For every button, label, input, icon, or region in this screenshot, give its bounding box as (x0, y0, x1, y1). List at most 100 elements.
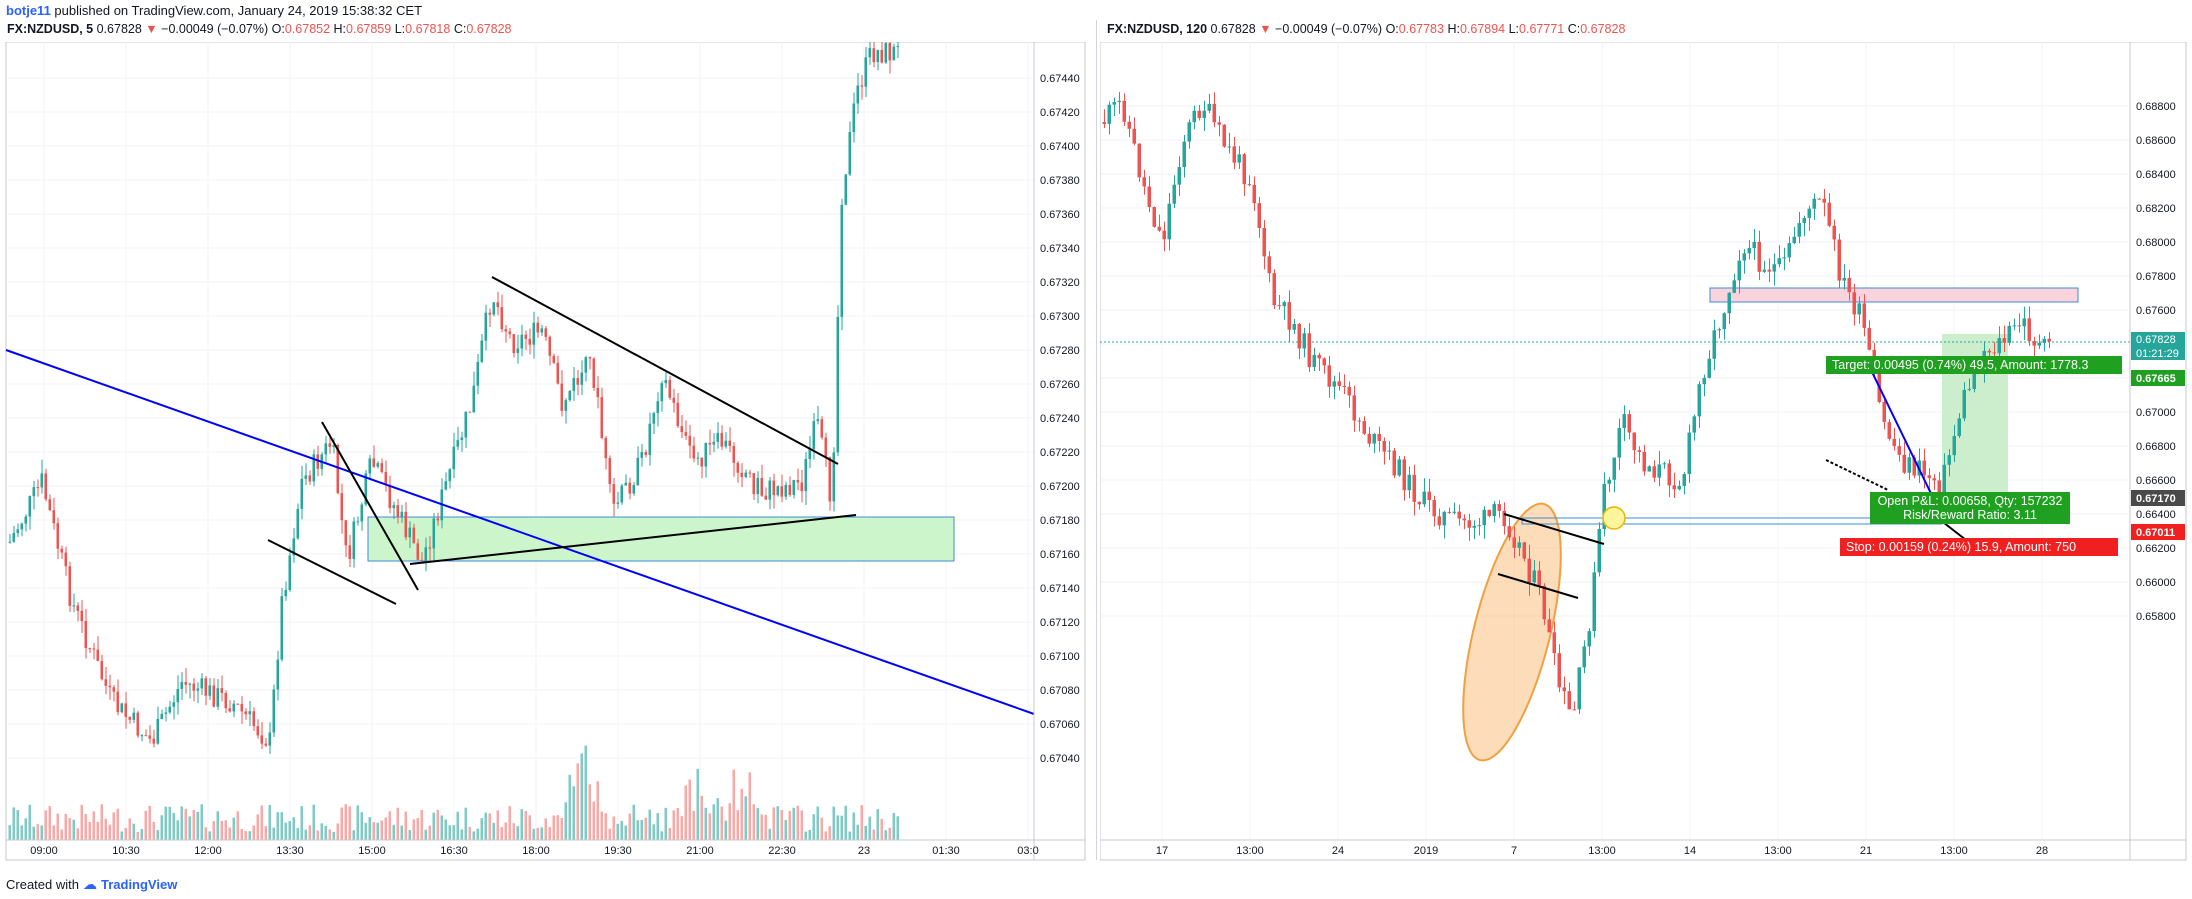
candle-body (792, 480, 795, 495)
volume-bar (620, 820, 623, 840)
footer: Created with ☁ TradingView (6, 876, 177, 893)
volume-bar (764, 814, 767, 840)
price-tick: 0.68400 (2136, 169, 2176, 181)
candle-body (184, 681, 187, 685)
symbol-label[interactable]: FX:NZDUSD, 120 (1107, 22, 1208, 36)
volume-bar (100, 804, 103, 840)
steep-trendline[interactable] (321, 421, 419, 591)
candle-body (1282, 302, 1286, 307)
time-tick: 12:00 (194, 845, 222, 857)
candle-body (1132, 128, 1136, 144)
volume-bar (292, 817, 295, 840)
entry-marker[interactable] (1602, 506, 1626, 530)
candle-body (224, 692, 227, 709)
candle-body (836, 316, 839, 453)
volume-bar (316, 830, 319, 840)
svg-text:0.67828: 0.67828 (2136, 334, 2176, 346)
candle-body (1382, 440, 1386, 452)
price-tick: 0.68000 (2136, 237, 2176, 249)
demand-zone[interactable] (367, 516, 955, 562)
candle-body (1702, 377, 1706, 385)
candle-body (1597, 528, 1601, 573)
candle-body (140, 735, 143, 737)
stop-label[interactable]: Stop: 0.00159 (0.24%) 15.9, Amount: 750 (1840, 538, 2118, 556)
candle-body (1522, 542, 1526, 559)
candle-body (1172, 184, 1176, 204)
upper-trendline[interactable] (491, 276, 839, 465)
candle-body (1772, 264, 1776, 272)
volume-bar (284, 822, 287, 840)
time-tick: 03:0 (1017, 845, 1038, 857)
volume-bar (688, 779, 691, 840)
volume-bar (488, 813, 491, 840)
volume-bar (504, 822, 507, 840)
volume-bar (184, 808, 187, 840)
volume-bar (148, 805, 151, 840)
price-tick: 0.66600 (2136, 475, 2176, 487)
volume-bar (332, 831, 335, 840)
volume-bar (392, 824, 395, 840)
left-chart-canvas[interactable]: 0.67440 0.67420 0.67400 0.67380 0.67360 0.673… (0, 42, 1092, 862)
candle-body (572, 378, 575, 391)
candle-body (1967, 388, 1971, 390)
author-link[interactable]: botje11 (6, 3, 51, 18)
blue-trendline[interactable] (5, 349, 1035, 715)
candle-body (508, 331, 511, 335)
candle-body (1752, 241, 1756, 248)
volume-bar (320, 823, 323, 840)
candle-body (1927, 475, 1931, 479)
candle-body (292, 538, 295, 556)
candle-body (1517, 542, 1521, 548)
candle-body (1767, 269, 1771, 272)
candle-body (700, 457, 703, 467)
descending-trendline[interactable] (1825, 459, 1889, 491)
candle-body (1587, 631, 1591, 647)
candle-body (1152, 207, 1156, 227)
candle-body (1372, 433, 1376, 444)
low-label: L: (394, 22, 406, 36)
candle-body (1432, 500, 1436, 517)
candle-body (1362, 421, 1366, 434)
candle-body (1742, 253, 1746, 261)
supply-zone[interactable] (1709, 287, 2079, 303)
candle-body (208, 685, 211, 696)
volume-bar (684, 785, 687, 840)
target-label[interactable]: Target: 0.00495 (0.74%) 49.5, Amount: 17… (1826, 356, 2122, 374)
channel-trendline[interactable] (267, 539, 397, 605)
time-tick: 23 (858, 845, 870, 857)
symbol-label[interactable]: FX:NZDUSD, 5 (7, 22, 94, 36)
candle-body (864, 57, 867, 87)
volume-bar (872, 829, 875, 840)
candle-body (708, 442, 711, 445)
price-tick: 0.67280 (1040, 345, 1080, 357)
candle-body (728, 440, 731, 447)
volume-bar (812, 814, 815, 840)
tradingview-brand-link[interactable]: TradingView (100, 877, 178, 892)
open-pl-label[interactable]: Open P&L: 0.00658, Qty: 157232 Risk/Rewa… (1870, 492, 2070, 524)
candle-body (772, 480, 775, 496)
candle-body (1192, 110, 1196, 123)
candle-body (1467, 520, 1471, 528)
support-line-1[interactable] (1503, 513, 1605, 545)
candle-body (576, 378, 579, 385)
volume-bar (604, 813, 607, 840)
close-value: 0.67828 (1580, 22, 1626, 36)
candle-body (1387, 450, 1391, 452)
candle-body (1782, 257, 1786, 259)
lower-trendline[interactable] (409, 514, 857, 565)
volume-bar (860, 805, 863, 840)
highlight-ellipse[interactable] (1443, 495, 1581, 770)
volume-bar (652, 824, 655, 840)
move-line[interactable] (1871, 371, 1941, 513)
change: −0.00049 (−0.07%) (1275, 22, 1383, 36)
candle-body (824, 437, 827, 458)
right-chart-panel[interactable]: FX:NZDUSD, 120 0.67828 ▼ −0.00049 (−0.07… (1100, 20, 2192, 862)
volume-bar (644, 817, 647, 840)
support-line-2[interactable] (1497, 573, 1579, 599)
time-tick: 17 (1156, 845, 1168, 857)
left-chart-panel[interactable]: FX:NZDUSD, 5 0.67828 ▼ −0.00049 (−0.07%)… (0, 20, 1092, 862)
candle-body (676, 402, 679, 427)
right-chart-canvas[interactable]: Target: 0.00495 (0.74%) 49.5, Amount: 17… (1100, 42, 2192, 862)
candle-body (1407, 474, 1411, 491)
volume-bar (104, 818, 107, 840)
